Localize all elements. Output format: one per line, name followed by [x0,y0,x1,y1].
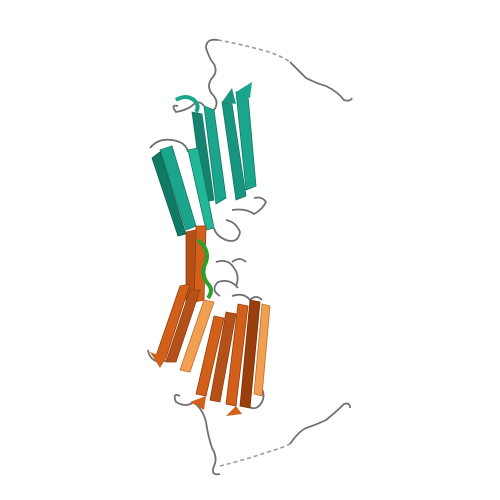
top-disordered-tail [205,38,353,111]
upper-beta-domain [149,82,268,242]
bottom-disordered-tail [195,402,351,476]
lower-beta-domain [147,279,271,416]
